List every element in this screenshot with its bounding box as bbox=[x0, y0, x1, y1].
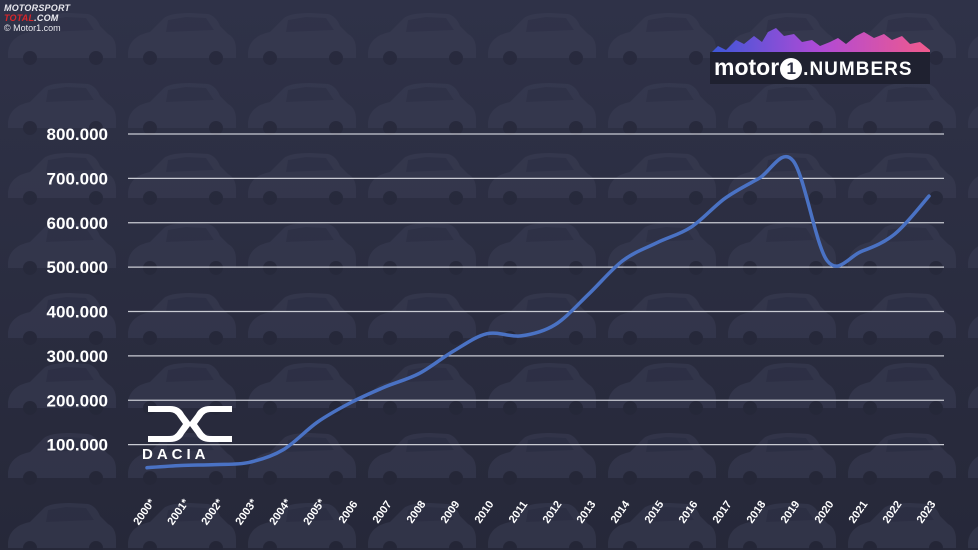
x-tick-label: 2003* bbox=[233, 496, 260, 527]
x-tick-label: 2004* bbox=[267, 496, 294, 527]
numbers-text: .NUMBERS bbox=[803, 59, 913, 80]
y-tick-label: 200.000 bbox=[47, 391, 108, 410]
x-axis-tick-labels: 2000* 2001* 2002* 2003* 2004* 2005* 2006 2007 20… bbox=[131, 496, 938, 527]
y-tick-label: 500.000 bbox=[47, 258, 108, 277]
y-tick-label: 600.000 bbox=[47, 214, 108, 233]
x-tick-label: 2019 bbox=[779, 499, 803, 526]
x-tick-label: 2011 bbox=[507, 499, 531, 525]
x-tick-label: 2014 bbox=[609, 498, 633, 526]
dacia-logo bbox=[148, 406, 232, 442]
watermark: MOTORSPORT TOTAL.COM © Motor1.com bbox=[4, 3, 70, 34]
x-tick-label: 2007 bbox=[371, 499, 395, 526]
x-tick-label: 2010 bbox=[473, 499, 497, 526]
y-tick-label: 400.000 bbox=[47, 303, 108, 322]
x-tick-label: 2016 bbox=[677, 499, 701, 526]
watermark-brand: MOTORSPORT TOTAL.COM bbox=[4, 3, 71, 23]
x-tick-label: 2008 bbox=[405, 499, 429, 526]
y-tick-label: 700.000 bbox=[47, 169, 108, 188]
motor1-numbers-logo bbox=[710, 28, 930, 84]
y-axis-tick-labels: 100.000 200.000 300.000 400.000 500.000 600.0… bbox=[47, 125, 108, 455]
x-tick-label: 2002* bbox=[199, 496, 226, 527]
motor1-one-badge: 1 bbox=[780, 58, 803, 80]
motor-text: motor bbox=[714, 54, 780, 80]
x-tick-label: 2006 bbox=[337, 499, 361, 526]
x-tick-label: 2020 bbox=[813, 499, 837, 526]
y-tick-label: 800.000 bbox=[47, 125, 108, 144]
dacia-wordmark: DACIA bbox=[142, 446, 210, 463]
series-group bbox=[145, 154, 931, 470]
watermark-credit: © Motor1.com bbox=[4, 23, 61, 33]
y-tick-label: 100.000 bbox=[47, 436, 108, 455]
y-tick-label: 300.000 bbox=[47, 347, 108, 366]
x-tick-label: 2013 bbox=[575, 499, 599, 526]
grid-lines bbox=[128, 133, 944, 446]
motor1-numbers-wordmark: motor 1 .NUMBERS bbox=[714, 54, 913, 81]
x-tick-label: 2012 bbox=[541, 499, 565, 526]
x-tick-label: 2022 bbox=[881, 499, 905, 526]
x-tick-label: 2000* bbox=[131, 496, 158, 527]
x-tick-label: 2009 bbox=[439, 499, 463, 526]
x-tick-label: 2021 bbox=[847, 499, 871, 526]
series-line bbox=[145, 154, 931, 470]
x-tick-label: 2023 bbox=[915, 499, 939, 526]
x-tick-label: 2015 bbox=[643, 499, 667, 526]
x-tick-label: 2018 bbox=[745, 499, 769, 526]
x-tick-label: 2005* bbox=[301, 496, 328, 527]
x-tick-label: 2001* bbox=[165, 496, 192, 527]
x-tick-label: 2017 bbox=[711, 499, 735, 526]
